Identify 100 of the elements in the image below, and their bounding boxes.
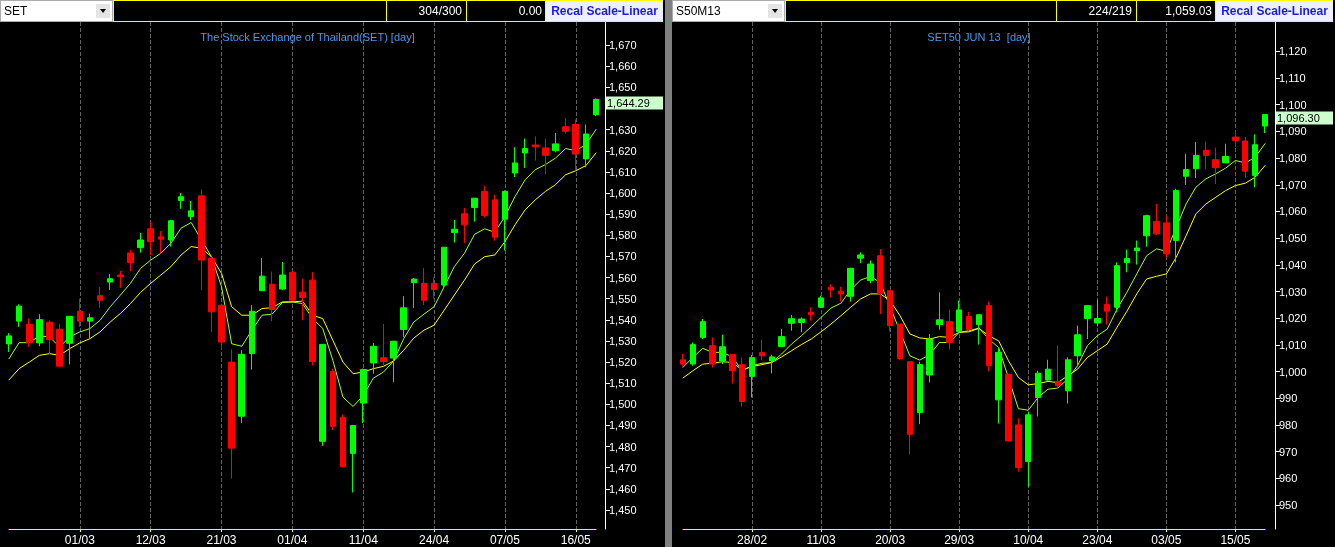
candlestick [249, 304, 255, 371]
y-tick-label: 1,020 [1279, 312, 1307, 325]
candlestick [1173, 188, 1179, 263]
y-tick-label: 1,120 [1279, 45, 1307, 58]
candlestick [319, 343, 326, 447]
candlestick [279, 261, 286, 291]
candlestick [208, 256, 215, 333]
candlestick [289, 270, 296, 301]
text: S50M13 [676, 4, 721, 18]
y-tick-label: 1,590 [609, 208, 637, 221]
text: SET [4, 4, 28, 18]
x-tick-label: 03/05 [1151, 533, 1182, 547]
x-tick-label: 12/03 [135, 533, 167, 547]
y-tick-label: 1,010 [1279, 338, 1307, 351]
candlestick [828, 283, 834, 298]
candlestick [847, 267, 854, 303]
y-tick-label: 1,110 [1279, 72, 1306, 85]
candlestick [1222, 143, 1229, 164]
candlestick [936, 291, 943, 331]
y-tick-label: 1,510 [609, 377, 637, 390]
candlestick [1203, 141, 1209, 170]
candlestick [168, 219, 174, 248]
text: The Stock Exchange of Thailand(SET) [day] [200, 30, 415, 43]
candlestick [1065, 356, 1071, 405]
candlestick [451, 219, 458, 244]
x-tick-label: 29/03 [944, 533, 975, 547]
candlestick [370, 342, 377, 375]
candlestick [719, 334, 726, 365]
candlestick [926, 333, 933, 383]
candlestick [1025, 411, 1031, 488]
candlestick [1242, 136, 1248, 179]
candlestick [481, 185, 488, 219]
y-tick-label: 1,550 [609, 292, 637, 305]
candlestick [1212, 147, 1219, 185]
y-tick-label: 1,080 [1279, 152, 1307, 165]
candlestick [583, 123, 589, 168]
candlestick [228, 348, 235, 480]
candlestick [1134, 240, 1140, 266]
candlestick [956, 300, 962, 334]
candlestick [1143, 214, 1150, 248]
candlestick [390, 340, 397, 383]
y-tick-label: 1,040 [1279, 258, 1307, 271]
candlestick [411, 277, 417, 309]
text: SET50 JUN 13 [day] [927, 30, 1031, 43]
candlestick [1183, 153, 1189, 186]
candlestick [749, 354, 755, 398]
candlestick [788, 314, 795, 332]
x-tick-label: 23/04 [1082, 533, 1113, 547]
candlestick [117, 270, 124, 289]
x-tick-label: 15/05 [1220, 533, 1251, 547]
candlestick [46, 319, 53, 355]
candlestick [1104, 296, 1110, 326]
candlestick [769, 354, 775, 374]
candlestick [995, 347, 1002, 425]
candlestick [1193, 141, 1199, 179]
x-tick-label: 28/02 [737, 533, 768, 547]
x-tick-label: 16/05 [560, 533, 592, 547]
candlestick [729, 354, 736, 385]
candlestick [77, 298, 83, 328]
candlestick [1114, 261, 1120, 313]
candlestick [542, 138, 549, 175]
y-tick-label: 1,460 [609, 482, 637, 495]
candlestick [798, 316, 805, 333]
candlestick [562, 117, 569, 135]
y-tick-label: 980 [1279, 418, 1298, 431]
y-tick-label: 970 [1279, 445, 1298, 458]
candlestick [238, 349, 245, 424]
candlestick [917, 361, 923, 425]
candlestick [512, 146, 518, 178]
candlestick [690, 341, 696, 367]
candlestick [986, 301, 992, 372]
candlestick [269, 271, 275, 322]
y-tick-label: 1,520 [609, 356, 637, 369]
text: 1,096.30 [1277, 112, 1320, 125]
x-tick-label: 21/03 [206, 533, 237, 547]
y-tick-label: 1,610 [609, 165, 637, 178]
candlestick [330, 368, 336, 431]
x-tick-label: 01/03 [64, 533, 96, 547]
text: 0.00 [466, 1, 546, 21]
candlestick [147, 221, 154, 256]
x-tick-label: 01/04 [277, 533, 308, 547]
candlestick [350, 424, 356, 493]
candlestick [572, 119, 579, 171]
y-tick-label: 1,600 [609, 187, 637, 200]
candlestick [778, 328, 785, 347]
candlestick [107, 273, 113, 291]
candlestick [158, 230, 164, 254]
candlestick [522, 138, 528, 169]
candlestick [127, 249, 134, 272]
candlestick [87, 313, 93, 340]
y-tick-label: 1,030 [1279, 285, 1307, 298]
candlestick [966, 311, 972, 332]
candlestick [907, 361, 913, 455]
x-tick-label: 11/04 [348, 533, 379, 547]
candlestick [867, 260, 874, 284]
candlestick [976, 313, 982, 346]
y-tick-label: 1,650 [609, 81, 637, 94]
candlestick [808, 306, 814, 322]
candlestick [700, 318, 706, 340]
text: 304/300 [386, 1, 466, 21]
